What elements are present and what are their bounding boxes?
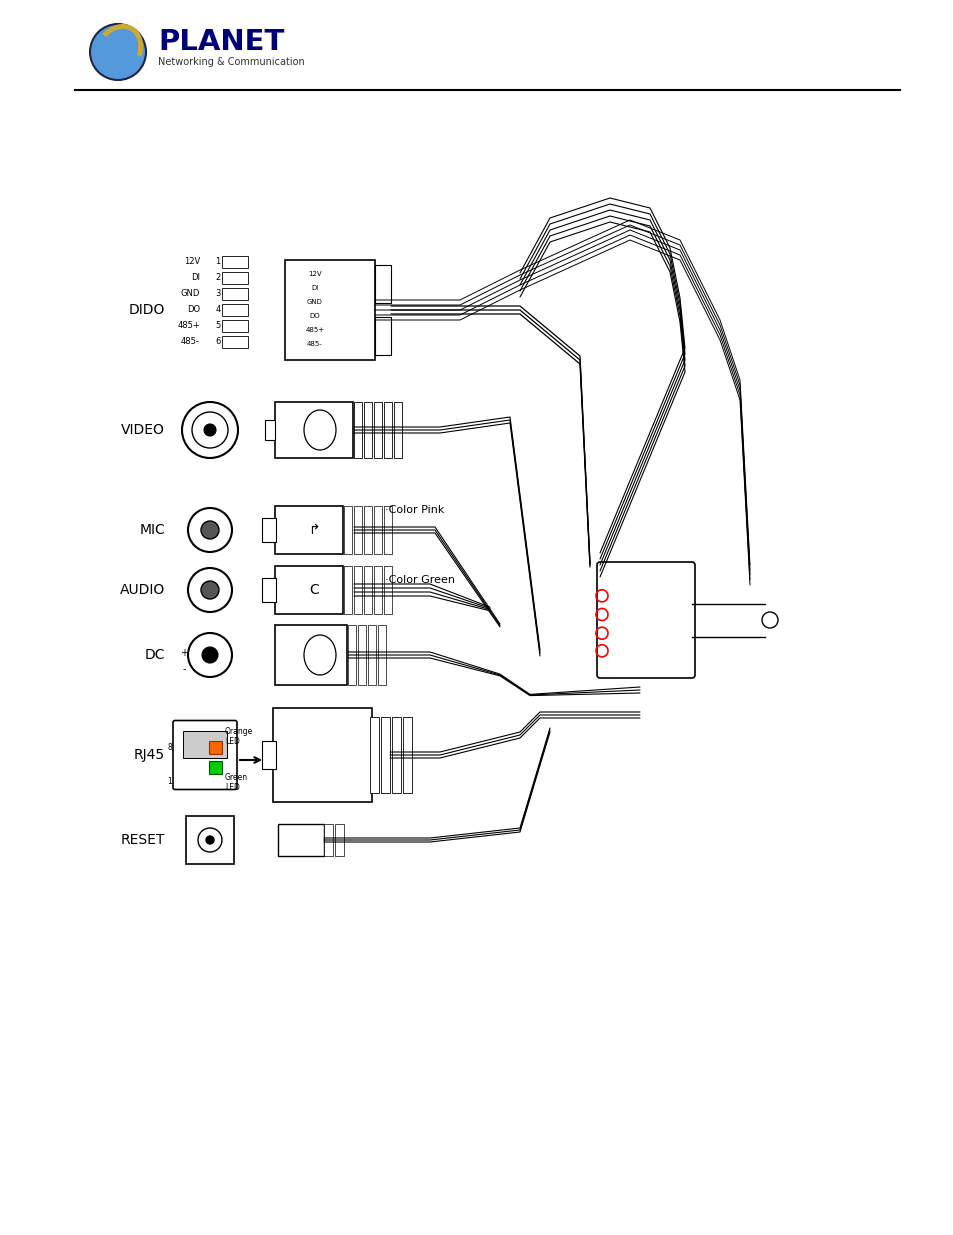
FancyBboxPatch shape <box>265 420 274 440</box>
Text: 485+: 485+ <box>305 327 324 333</box>
Text: 12V: 12V <box>308 270 321 277</box>
Text: 2: 2 <box>215 273 220 283</box>
FancyBboxPatch shape <box>402 718 412 793</box>
Text: DO: DO <box>310 312 320 319</box>
FancyBboxPatch shape <box>222 288 248 300</box>
FancyBboxPatch shape <box>354 566 361 614</box>
FancyBboxPatch shape <box>186 816 233 864</box>
Text: 3: 3 <box>215 289 220 299</box>
Text: Green: Green <box>225 773 248 782</box>
FancyBboxPatch shape <box>377 625 386 685</box>
FancyBboxPatch shape <box>364 403 372 458</box>
FancyBboxPatch shape <box>222 304 248 316</box>
FancyBboxPatch shape <box>277 824 324 856</box>
FancyBboxPatch shape <box>335 824 344 856</box>
FancyBboxPatch shape <box>364 566 372 614</box>
Text: LED: LED <box>225 783 239 792</box>
Text: 485-: 485- <box>181 337 200 347</box>
FancyBboxPatch shape <box>348 625 355 685</box>
FancyBboxPatch shape <box>262 578 275 601</box>
FancyBboxPatch shape <box>374 506 381 555</box>
FancyBboxPatch shape <box>394 403 401 458</box>
FancyBboxPatch shape <box>285 261 375 359</box>
Text: GND: GND <box>180 289 200 299</box>
FancyBboxPatch shape <box>262 741 275 769</box>
Text: PLANET: PLANET <box>158 28 284 56</box>
Text: +: + <box>180 648 188 658</box>
Text: C: C <box>309 583 318 597</box>
Text: 1: 1 <box>167 777 172 785</box>
FancyBboxPatch shape <box>364 506 372 555</box>
Text: Networking & Communication: Networking & Communication <box>158 57 304 67</box>
FancyBboxPatch shape <box>209 741 222 755</box>
Text: DC: DC <box>144 648 165 662</box>
Text: AUDIO: AUDIO <box>120 583 165 597</box>
Text: -: - <box>182 664 186 674</box>
FancyBboxPatch shape <box>262 517 275 542</box>
FancyBboxPatch shape <box>274 506 343 555</box>
Text: DI: DI <box>311 285 318 291</box>
FancyBboxPatch shape <box>597 562 695 678</box>
Circle shape <box>206 836 213 844</box>
FancyBboxPatch shape <box>384 566 392 614</box>
Text: 485-: 485- <box>307 341 322 347</box>
FancyBboxPatch shape <box>183 730 227 758</box>
FancyBboxPatch shape <box>368 625 375 685</box>
Text: ↱: ↱ <box>308 522 319 537</box>
FancyBboxPatch shape <box>374 566 381 614</box>
FancyBboxPatch shape <box>384 506 392 555</box>
FancyBboxPatch shape <box>392 718 400 793</box>
FancyBboxPatch shape <box>384 403 392 458</box>
Circle shape <box>202 647 218 663</box>
FancyBboxPatch shape <box>273 708 372 802</box>
FancyBboxPatch shape <box>222 320 248 332</box>
Text: 1: 1 <box>215 258 220 267</box>
FancyBboxPatch shape <box>274 625 347 685</box>
FancyBboxPatch shape <box>222 336 248 348</box>
Text: 12V: 12V <box>184 258 200 267</box>
Text: RJ45: RJ45 <box>133 748 165 762</box>
Text: DI: DI <box>191 273 200 283</box>
Text: VIDEO: VIDEO <box>121 424 165 437</box>
Text: 5: 5 <box>215 321 220 331</box>
Text: 6: 6 <box>215 337 220 347</box>
Text: Orange: Orange <box>225 726 253 736</box>
FancyBboxPatch shape <box>354 403 361 458</box>
FancyBboxPatch shape <box>375 317 391 354</box>
FancyBboxPatch shape <box>172 720 236 789</box>
Text: 4: 4 <box>215 305 220 315</box>
FancyBboxPatch shape <box>274 403 353 458</box>
Text: DIDO: DIDO <box>129 303 165 317</box>
FancyBboxPatch shape <box>370 718 378 793</box>
FancyBboxPatch shape <box>222 256 248 268</box>
Circle shape <box>204 424 215 436</box>
Text: ·Color Pink: ·Color Pink <box>385 505 444 515</box>
Text: MIC: MIC <box>139 522 165 537</box>
Text: DO: DO <box>187 305 200 315</box>
Text: LED: LED <box>225 736 239 746</box>
Text: 8: 8 <box>167 742 172 752</box>
Circle shape <box>201 521 219 538</box>
FancyBboxPatch shape <box>374 403 381 458</box>
Text: GND: GND <box>307 299 323 305</box>
FancyBboxPatch shape <box>222 272 248 284</box>
FancyBboxPatch shape <box>375 266 391 303</box>
FancyBboxPatch shape <box>209 761 222 774</box>
FancyBboxPatch shape <box>380 718 390 793</box>
Text: 485+: 485+ <box>177 321 200 331</box>
FancyBboxPatch shape <box>344 566 352 614</box>
FancyBboxPatch shape <box>274 566 343 614</box>
FancyBboxPatch shape <box>324 824 333 856</box>
FancyBboxPatch shape <box>354 506 361 555</box>
FancyBboxPatch shape <box>344 506 352 555</box>
Circle shape <box>201 580 219 599</box>
Text: RESET: RESET <box>120 832 165 847</box>
FancyBboxPatch shape <box>357 625 366 685</box>
Text: ·Color Green: ·Color Green <box>385 576 455 585</box>
Circle shape <box>90 23 146 80</box>
